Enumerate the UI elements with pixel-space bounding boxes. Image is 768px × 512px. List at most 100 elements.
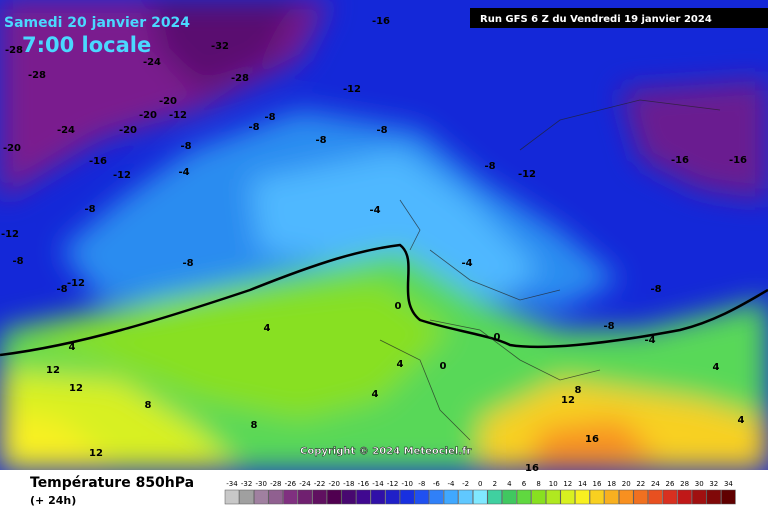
legend-value: -14	[372, 480, 384, 488]
forecast-date: Samedi 20 janvier 2024	[4, 15, 190, 31]
legend-swatch	[443, 489, 459, 505]
contour-label: 0	[395, 301, 402, 312]
legend-value: 22	[636, 480, 645, 488]
legend-swatch	[312, 489, 327, 505]
legend-swatch	[545, 489, 561, 505]
contour-label: -8	[182, 258, 193, 269]
contour-label: 0	[494, 332, 501, 343]
contour-label: -8	[376, 125, 387, 136]
legend-value: -28	[270, 480, 281, 488]
contour-label: -8	[264, 112, 275, 123]
contour-label: -16	[372, 16, 390, 27]
contour-label: -12	[343, 84, 361, 95]
contour-label: -24	[57, 125, 75, 136]
legend-value: 16	[593, 480, 602, 488]
legend-value: 18	[607, 480, 616, 488]
legend-value: 12	[563, 480, 572, 488]
contour-label: -4	[461, 258, 472, 269]
contour-label: -16	[729, 155, 747, 166]
legend-swatch	[531, 489, 546, 505]
legend-value: 0	[478, 480, 482, 488]
legend-swatch	[472, 489, 488, 505]
legend-value: 4	[507, 480, 512, 488]
contour-label: -12	[67, 278, 85, 289]
legend-swatch	[385, 489, 400, 505]
contour-label: -24	[143, 57, 161, 68]
legend-swatch	[283, 489, 298, 505]
legend-swatch	[691, 489, 707, 505]
legend-value: -20	[328, 480, 339, 488]
legend-swatch	[356, 489, 371, 505]
legend-subtitle: (+ 24h)	[30, 494, 76, 507]
contour-label: 8	[145, 400, 152, 411]
contour-label: -8	[603, 321, 614, 332]
legend-value: 2	[493, 480, 497, 488]
legend-value: -26	[285, 480, 297, 488]
contour-label: -8	[315, 135, 326, 146]
temperature-field	[0, 0, 768, 470]
contour-label: -4	[644, 335, 655, 346]
legend-value: -6	[433, 480, 441, 488]
legend-value: 34	[724, 480, 733, 488]
legend-value: -8	[418, 480, 425, 488]
contour-label: -4	[178, 167, 189, 178]
contour-label: -8	[484, 161, 495, 172]
legend-swatch	[677, 489, 692, 505]
legend-value: -10	[401, 480, 412, 488]
contour-label: -16	[89, 156, 107, 167]
legend-swatch	[268, 489, 284, 505]
copyright: Copyright © 2024 Meteociel.fr	[300, 446, 471, 457]
legend-swatch	[502, 489, 517, 505]
contour-label: -28	[231, 73, 249, 84]
legend-value: -32	[241, 480, 252, 488]
legend-swatch	[487, 489, 503, 505]
contour-label: 4	[69, 342, 76, 353]
legend-swatch	[662, 489, 678, 505]
legend-swatch	[516, 489, 532, 505]
contour-label: 12	[46, 365, 60, 376]
contour-label: 4	[397, 359, 404, 370]
legend-value: -2	[462, 480, 469, 488]
legend-value: 28	[680, 480, 689, 488]
legend-swatch	[575, 489, 590, 505]
contour-label: 12	[561, 395, 575, 406]
legend-value: 32	[709, 480, 718, 488]
legend-swatch	[706, 489, 722, 505]
legend-swatch	[589, 489, 605, 505]
contour-label: -20	[3, 143, 21, 154]
contour-label: -12	[1, 229, 19, 240]
contour-label: -28	[28, 70, 46, 81]
contour-label: 8	[575, 385, 582, 396]
contour-label: -8	[180, 141, 191, 152]
contour-label: 12	[89, 448, 103, 459]
legend-value: -16	[358, 480, 370, 488]
legend-value: -18	[343, 480, 354, 488]
contour-label: 16	[585, 434, 599, 445]
legend-value: 10	[549, 480, 558, 488]
legend-swatch	[458, 489, 473, 505]
contour-label: -8	[248, 122, 259, 133]
legend-swatch	[297, 489, 313, 505]
legend-value: 6	[522, 480, 527, 488]
contour-label: -8	[12, 256, 23, 267]
legend-swatch	[341, 489, 357, 505]
legend-swatch	[648, 489, 663, 505]
contour-label: 8	[251, 420, 258, 431]
legend-value: -34	[226, 480, 238, 488]
legend-value: -24	[299, 480, 311, 488]
legend-swatch	[633, 489, 649, 505]
legend-value: 30	[695, 480, 704, 488]
run-info: Run GFS 6 Z du Vendredi 19 janvier 2024	[480, 14, 712, 25]
legend-swatch	[429, 489, 444, 505]
contour-label: -12	[518, 169, 536, 180]
contour-label: -20	[139, 110, 157, 121]
contour-label: 0	[440, 361, 447, 372]
legend-value: 14	[578, 480, 587, 488]
legend-swatch	[414, 489, 430, 505]
legend-swatch	[399, 489, 415, 505]
legend-swatch	[326, 489, 342, 505]
contour-label: -32	[211, 41, 229, 52]
contour-label: 4	[264, 323, 271, 334]
legend-swatch	[604, 489, 619, 505]
